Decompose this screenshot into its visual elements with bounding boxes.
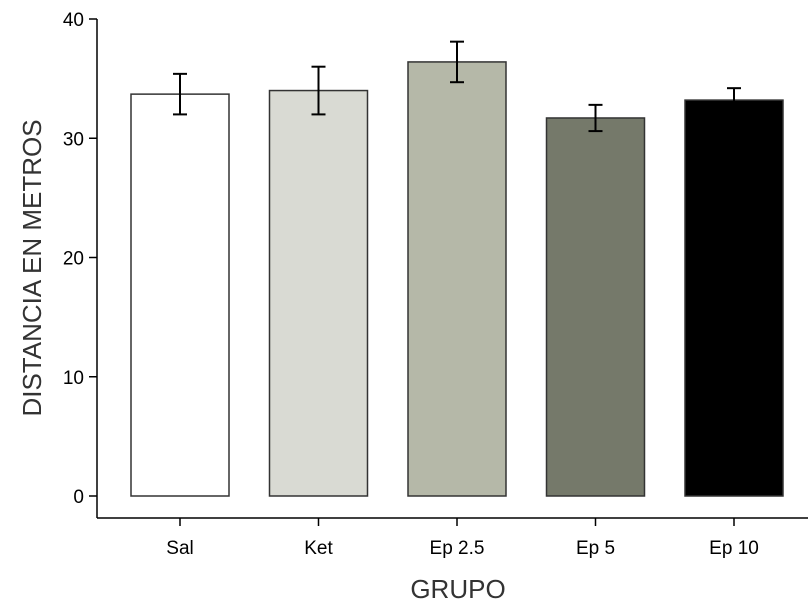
x-tick-label: Ep 10 <box>709 538 759 559</box>
x-axis-title: GRUPO <box>410 574 505 603</box>
error-bar <box>727 87 741 114</box>
bars <box>130 61 784 497</box>
x-tick-label: Ep 2.5 <box>430 538 485 559</box>
x-tick-label: Ket <box>304 538 333 559</box>
bar <box>684 99 784 497</box>
error-bars <box>173 40 741 133</box>
y-tick-label: 20 <box>63 249 84 270</box>
x-tick-label: Sal <box>166 538 193 559</box>
y-axis: 0 10 20 30 40 <box>63 10 98 518</box>
error-bar <box>450 40 464 84</box>
x-axis: Sal Ket Ep 2.5 Ep 5 Ep 10 <box>97 517 808 559</box>
y-tick-label: 10 <box>63 368 84 389</box>
y-tick-label: 40 <box>63 10 84 31</box>
bar <box>407 61 507 497</box>
error-bar <box>173 72 187 116</box>
bar <box>130 93 230 497</box>
error-bar <box>588 103 603 133</box>
x-tick-label: Ep 5 <box>576 538 615 559</box>
bar <box>268 89 369 497</box>
y-tick-label: 30 <box>63 129 84 150</box>
y-tick-label: 0 <box>73 487 84 508</box>
y-axis-title: DISTANCIA EN METROS <box>17 119 47 416</box>
bar <box>545 117 646 497</box>
error-bar <box>311 65 326 116</box>
